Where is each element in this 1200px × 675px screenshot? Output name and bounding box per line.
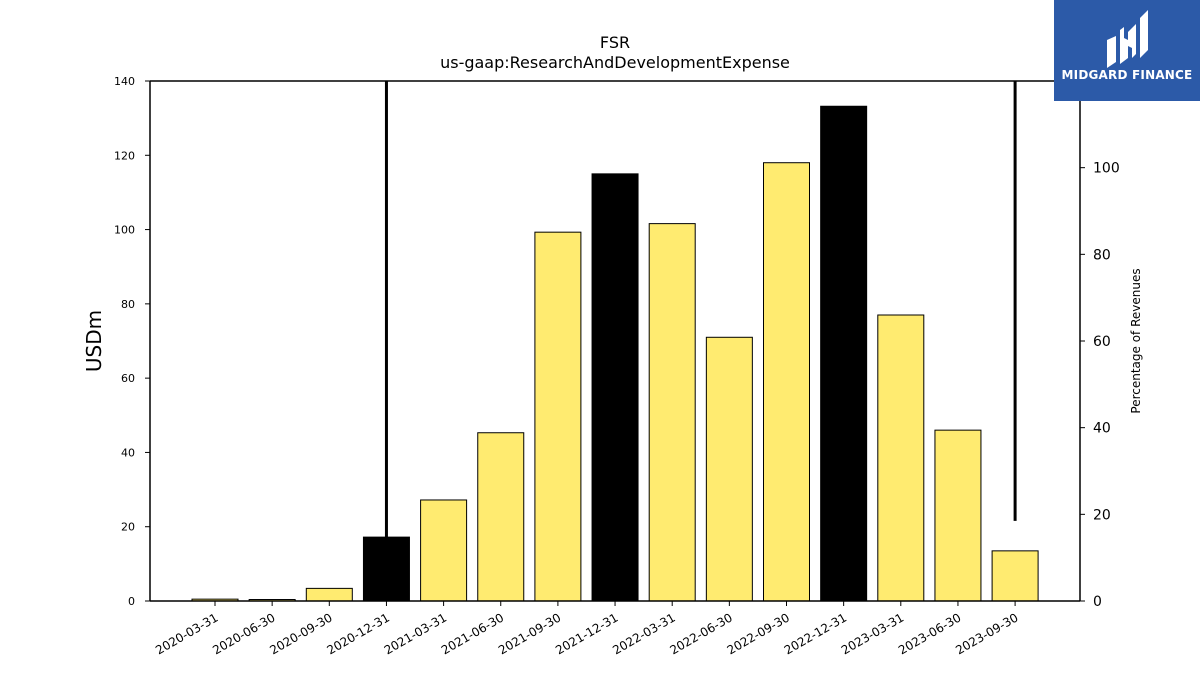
bar-2022-12-31 — [820, 105, 868, 602]
logo-mark-icon — [1107, 10, 1148, 68]
y-tick-label-80: 80 — [121, 298, 135, 311]
y-tick-label-0: 0 — [128, 595, 135, 608]
y-axis-label: USDm — [82, 310, 106, 372]
bar-2023-06-30 — [934, 429, 982, 602]
chart-subtitle: us-gaap:ResearchAndDevelopmentExpense — [440, 53, 790, 72]
x-tick-label-2022-12-31: 2022-12-31 — [782, 610, 849, 657]
bar-2021-09-30 — [534, 231, 582, 602]
y2-tick-label-0: 0 — [1093, 594, 1102, 610]
y2-tick-label-80: 80 — [1093, 247, 1111, 263]
x-tick-label-2020-12-31: 2020-12-31 — [325, 610, 392, 657]
x-tick-label-2021-09-30: 2021-09-30 — [496, 610, 563, 657]
logo-text: MIDGARD FINANCE — [1061, 68, 1193, 82]
y2-tick-label-100: 100 — [1093, 161, 1120, 177]
x-tick-label-2021-03-31: 2021-03-31 — [382, 610, 449, 657]
logo: MIDGARD FINANCE — [1054, 0, 1200, 101]
chart-title: FSR — [600, 33, 630, 52]
y-tick-label-120: 120 — [114, 149, 135, 162]
bar-2022-09-30 — [763, 162, 810, 602]
bar-2021-03-31 — [420, 499, 468, 602]
x-tick-label-2023-09-30: 2023-09-30 — [953, 610, 1020, 657]
x-tick-label-2023-06-30: 2023-06-30 — [896, 610, 963, 657]
bars-group — [191, 105, 1039, 602]
y2-axis-label: Percentage of Revenues — [1129, 268, 1143, 413]
bar-2022-06-30 — [705, 336, 753, 602]
bar-2023-09-30 — [991, 550, 1039, 602]
x-tick-label-2020-09-30: 2020-09-30 — [267, 610, 334, 657]
y2-tick-label-60: 60 — [1093, 334, 1111, 350]
x-tick-label-2021-06-30: 2021-06-30 — [439, 610, 506, 657]
bar-2020-09-30 — [305, 587, 353, 602]
x-tick-label-2021-12-31: 2021-12-31 — [553, 610, 620, 657]
x-tick-label-2020-06-30: 2020-06-30 — [210, 610, 277, 657]
y2-tick-label-20: 20 — [1093, 507, 1111, 523]
y-tick-label-40: 40 — [121, 446, 135, 459]
y-tick-label-100: 100 — [114, 224, 135, 237]
x-tick-label-2022-06-30: 2022-06-30 — [667, 610, 734, 657]
bar-2023-03-31 — [877, 314, 925, 602]
x-tick-label-2022-03-31: 2022-03-31 — [610, 610, 677, 657]
percentage-lines-group — [384, 81, 1017, 601]
y-tick-label-140: 140 — [114, 75, 135, 88]
y-tick-label-60: 60 — [121, 372, 135, 385]
y2-tick-label-40: 40 — [1093, 421, 1111, 437]
bar-2021-06-30 — [477, 432, 525, 602]
x-tick-label-2023-03-31: 2023-03-31 — [839, 610, 906, 657]
x-tick-label-2020-03-31: 2020-03-31 — [153, 610, 220, 657]
bar-2021-12-31 — [591, 173, 639, 602]
bar-2022-03-31 — [648, 223, 696, 602]
x-tick-label-2022-09-30: 2022-09-30 — [725, 610, 792, 657]
y-tick-label-20: 20 — [121, 521, 135, 534]
